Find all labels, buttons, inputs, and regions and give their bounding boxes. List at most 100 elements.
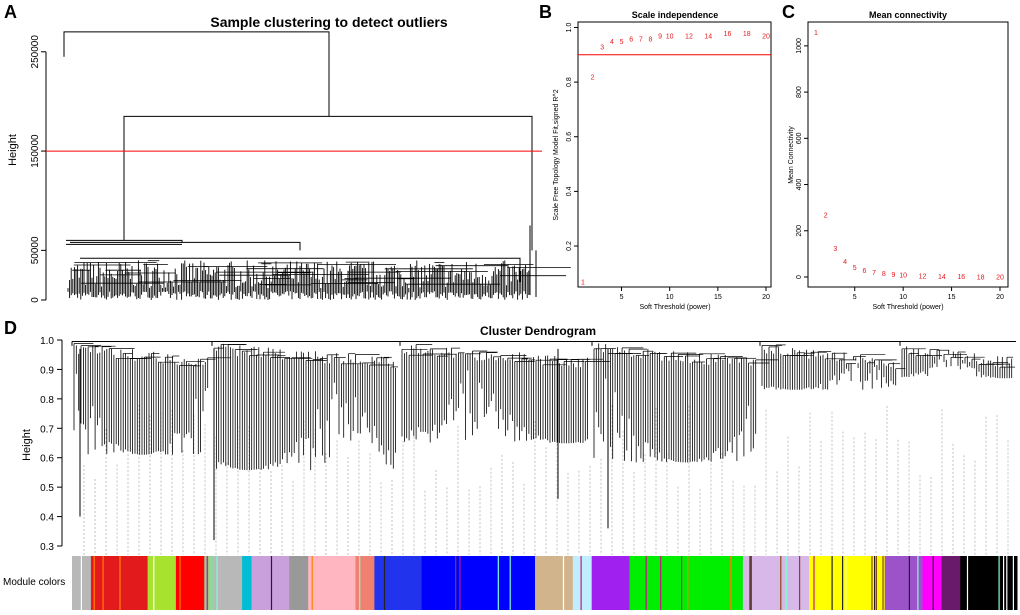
panel-d-tick-label: 1.0 — [40, 336, 54, 347]
panel-a-tick-label: 0 — [30, 297, 41, 303]
panel-c-point: 10 — [899, 272, 907, 279]
module-color-stripe — [153, 556, 155, 610]
panel-a-branch — [70, 241, 301, 251]
panel-c-x-tick-label: 5 — [853, 294, 857, 301]
module-color-stripe — [681, 556, 683, 610]
module-color-stripe — [216, 556, 218, 610]
panel-b-y-tick-label: 1.0 — [566, 22, 573, 32]
module-color-segment — [535, 556, 574, 610]
module-color-stripe — [966, 556, 969, 610]
panel-c-y-tick-label: 600 — [796, 132, 803, 144]
module-color-stripe — [845, 556, 847, 610]
module-color-segment — [629, 556, 744, 610]
module-color-stripe — [562, 556, 565, 610]
panel-a-title: Sample clustering to detect outliers — [210, 14, 447, 30]
panel-a-y-axis: 0 50000 150000 250000 — [30, 35, 47, 303]
panel-b-axes: 5 10 15 200.20.40.60.81.0 — [566, 22, 770, 301]
module-color-stripe — [932, 556, 934, 610]
panel-d-module-color-bar — [72, 556, 1018, 610]
module-color-stripe — [1006, 556, 1008, 610]
module-color-stripe — [179, 556, 181, 610]
panel-c-point: 16 — [957, 274, 965, 281]
module-color-stripe — [998, 556, 1000, 610]
module-color-stripe — [359, 556, 361, 610]
panel-b-point: 4 — [610, 39, 614, 46]
module-color-stripe — [206, 556, 208, 610]
panel-a-dendrogram — [63, 31, 571, 300]
module-color-stripe — [799, 556, 801, 610]
panel-a-letter: A — [4, 2, 17, 22]
module-color-segment — [289, 556, 309, 610]
panel-d-y-axis: 0.3 0.4 0.5 0.6 0.7 0.8 0.9 1.0 — [40, 336, 63, 553]
module-color-stripe — [917, 556, 919, 610]
module-color-stripe — [1003, 556, 1005, 610]
module-color-stripe — [270, 556, 273, 610]
module-color-segment — [922, 556, 942, 610]
panel-c-point: 2 — [824, 213, 828, 220]
panel-b-y-label: Scale Free Topology Model Fit,signed R^2 — [553, 89, 560, 220]
module-color-stripe — [908, 556, 910, 610]
panel-d-y-label: Height — [21, 429, 33, 461]
module-color-stripe — [645, 556, 647, 610]
panel-b-letter: B — [539, 2, 552, 22]
panel-b-point: 12 — [685, 34, 693, 41]
panel-b-point: 8 — [648, 36, 652, 43]
panel-a-branch — [80, 257, 521, 283]
panel-b-point: 18 — [743, 31, 751, 38]
panel-c-point: 3 — [833, 246, 837, 253]
panel-b-point: 20 — [762, 34, 770, 41]
module-color-segment — [204, 556, 215, 610]
module-color-segment — [213, 556, 243, 610]
panel-c-x-tick-label: 15 — [948, 294, 956, 301]
panel-a: A Sample clustering to detect outliers 0… — [4, 2, 571, 303]
panel-b-point: 14 — [704, 34, 712, 41]
module-color-stripe — [580, 556, 582, 610]
panel-b-point: 9 — [658, 34, 662, 41]
panel-b-x-tick-label: 10 — [666, 294, 674, 301]
panel-b-point: 3 — [600, 45, 604, 52]
module-color-segment — [960, 556, 1018, 610]
panel-c-x-label: Soft Threshold (power) — [872, 304, 943, 311]
module-color-segment — [572, 556, 593, 610]
panel-c-letter: C — [782, 2, 795, 22]
panel-c-point: 18 — [977, 274, 985, 281]
panel-c-x-tick-label: 20 — [996, 294, 1004, 301]
panel-a-tick-label: 150000 — [30, 134, 41, 168]
panel-b-point: 7 — [639, 36, 643, 43]
panel-a-tick-label: 50000 — [30, 236, 41, 264]
panel-c-point: 14 — [938, 274, 946, 281]
module-color-stripe — [119, 556, 121, 610]
module-color-segment — [374, 556, 423, 610]
panel-b-point: 1 — [581, 280, 585, 287]
panel-b-plot-box — [577, 21, 772, 288]
panel-a-tick-label: 250000 — [30, 35, 41, 69]
panel-d-tick-label: 0.3 — [40, 542, 54, 553]
module-color-segment — [175, 556, 205, 610]
panel-b-y-tick-label: 0.4 — [566, 186, 573, 196]
module-color-stripe — [455, 556, 457, 610]
panel-c-y-label: Mean Connectivity — [788, 126, 795, 184]
panel-c-y-tick-label: 800 — [796, 86, 803, 98]
panel-c-point: 12 — [919, 273, 927, 280]
panel-b-point: 16 — [724, 31, 732, 38]
panel-d-dendrogram — [71, 340, 1016, 541]
panel-c-y-tick-label: 200 — [796, 225, 803, 237]
module-color-segment — [809, 556, 886, 610]
panel-d-tick-label: 0.4 — [40, 513, 54, 524]
module-color-stripe — [1012, 556, 1014, 610]
panel-c-point: 9 — [892, 272, 896, 279]
panel-c-y-tick-label: 400 — [796, 179, 803, 191]
module-color-segment — [591, 556, 630, 610]
module-color-stripe — [102, 556, 104, 610]
panel-c-y-tick-label: 0 — [796, 275, 803, 279]
panel-d-tick-label: 0.7 — [40, 424, 54, 435]
module-color-segment — [941, 556, 961, 610]
panel-d-module-label: Module colors — [3, 577, 65, 588]
panel-d-letter: D — [4, 318, 17, 338]
panel-d-tick-label: 0.8 — [40, 395, 54, 406]
panel-b-y-tick-label: 0.2 — [566, 241, 573, 251]
panel-c-x-tick-label: 10 — [899, 294, 907, 301]
panel-b-x-tick-label: 20 — [762, 294, 770, 301]
panel-c-point: 1 — [814, 30, 818, 37]
